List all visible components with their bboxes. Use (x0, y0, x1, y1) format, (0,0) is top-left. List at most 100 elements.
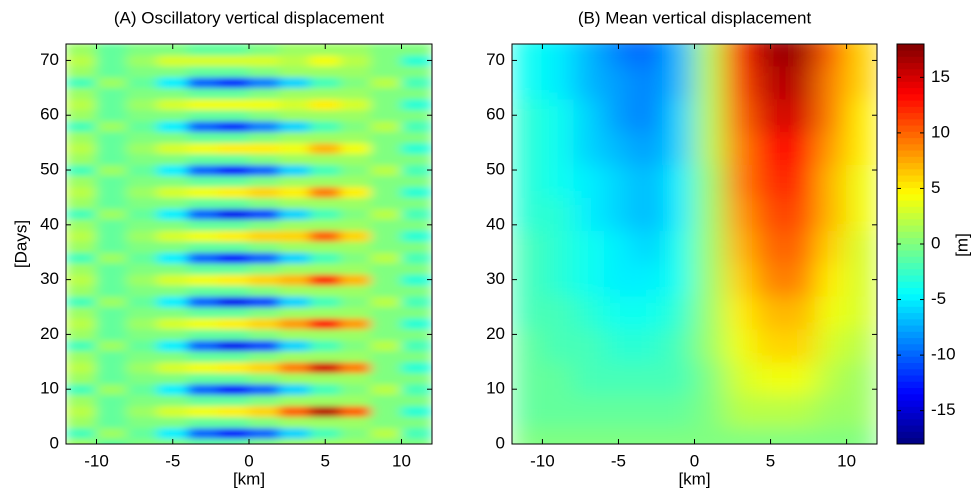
cell (309, 98, 341, 111)
cell (187, 273, 219, 286)
cell (541, 394, 574, 429)
cell (694, 427, 726, 444)
cell (126, 306, 158, 319)
cell (309, 372, 341, 385)
cell (96, 65, 128, 78)
colorbar-tick-label: 15 (931, 67, 950, 86)
cell (66, 175, 97, 187)
cell (663, 262, 695, 297)
cell (96, 76, 128, 89)
cell (126, 438, 158, 444)
cell (96, 98, 128, 111)
cell (248, 372, 280, 385)
cell (512, 196, 543, 231)
cell (157, 98, 189, 111)
cell (187, 44, 219, 56)
cell (340, 185, 372, 198)
cell (279, 350, 311, 363)
cell (218, 229, 250, 242)
cell (602, 131, 635, 166)
cell (370, 350, 402, 363)
cell (126, 350, 158, 363)
cell (96, 196, 128, 209)
cell (126, 185, 158, 198)
cell (401, 196, 432, 209)
cell (785, 44, 817, 67)
cell (724, 328, 756, 363)
cell (340, 76, 372, 89)
cell (96, 383, 128, 396)
cell (248, 164, 280, 177)
cell (309, 44, 341, 56)
colorbar-swatch (897, 343, 924, 351)
cell (309, 164, 341, 177)
cell (512, 229, 543, 264)
cell (126, 65, 158, 78)
cell (785, 361, 817, 396)
cell (157, 273, 189, 286)
cell (633, 394, 665, 429)
cell (218, 405, 250, 418)
cell (126, 175, 158, 187)
cell (248, 416, 280, 429)
cell (279, 175, 311, 187)
cell (126, 416, 158, 429)
cell (370, 394, 402, 407)
cell (785, 427, 817, 444)
cell (248, 65, 280, 78)
cell (663, 164, 695, 198)
cell (309, 361, 341, 374)
heatmap-cells (66, 44, 432, 444)
colorbar-swatch (897, 193, 924, 201)
colorbar-swatch (897, 87, 924, 95)
cell (340, 306, 372, 319)
cell (96, 229, 128, 242)
cell (248, 262, 280, 275)
cell (309, 76, 341, 89)
cell (96, 218, 128, 231)
cell (602, 196, 635, 231)
cell (309, 240, 341, 253)
cell (96, 405, 128, 418)
cell (279, 328, 311, 341)
cell (96, 185, 128, 198)
cell (126, 240, 158, 253)
cell (401, 416, 432, 429)
cell (248, 185, 280, 198)
colorbar-swatch (897, 268, 924, 276)
cell (309, 153, 341, 166)
cell (370, 273, 402, 286)
cell (279, 262, 311, 275)
cell (572, 44, 604, 67)
y-tick-label: 60 (486, 105, 505, 124)
cell (785, 328, 817, 363)
cell (370, 109, 402, 122)
cell (187, 405, 219, 418)
cell (694, 98, 726, 133)
cell (66, 98, 97, 111)
cell (694, 262, 726, 297)
cell (815, 65, 848, 100)
cell (96, 175, 128, 187)
cell (602, 328, 635, 363)
cell (370, 54, 402, 67)
cell (126, 383, 158, 396)
colorbar-swatch (897, 106, 924, 114)
cell (248, 120, 280, 133)
cell (370, 240, 402, 253)
cell (815, 328, 848, 363)
cell (248, 339, 280, 352)
cell (157, 76, 189, 89)
cell (126, 295, 158, 308)
cell (187, 131, 219, 144)
cell (187, 251, 219, 264)
cell (96, 438, 128, 444)
cell (340, 109, 372, 122)
colorbar-swatch (897, 131, 924, 139)
cell (218, 175, 250, 187)
cell (512, 361, 543, 396)
colorbar-swatch (897, 137, 924, 145)
cell (279, 44, 311, 56)
cell (279, 76, 311, 89)
cell (96, 207, 128, 220)
